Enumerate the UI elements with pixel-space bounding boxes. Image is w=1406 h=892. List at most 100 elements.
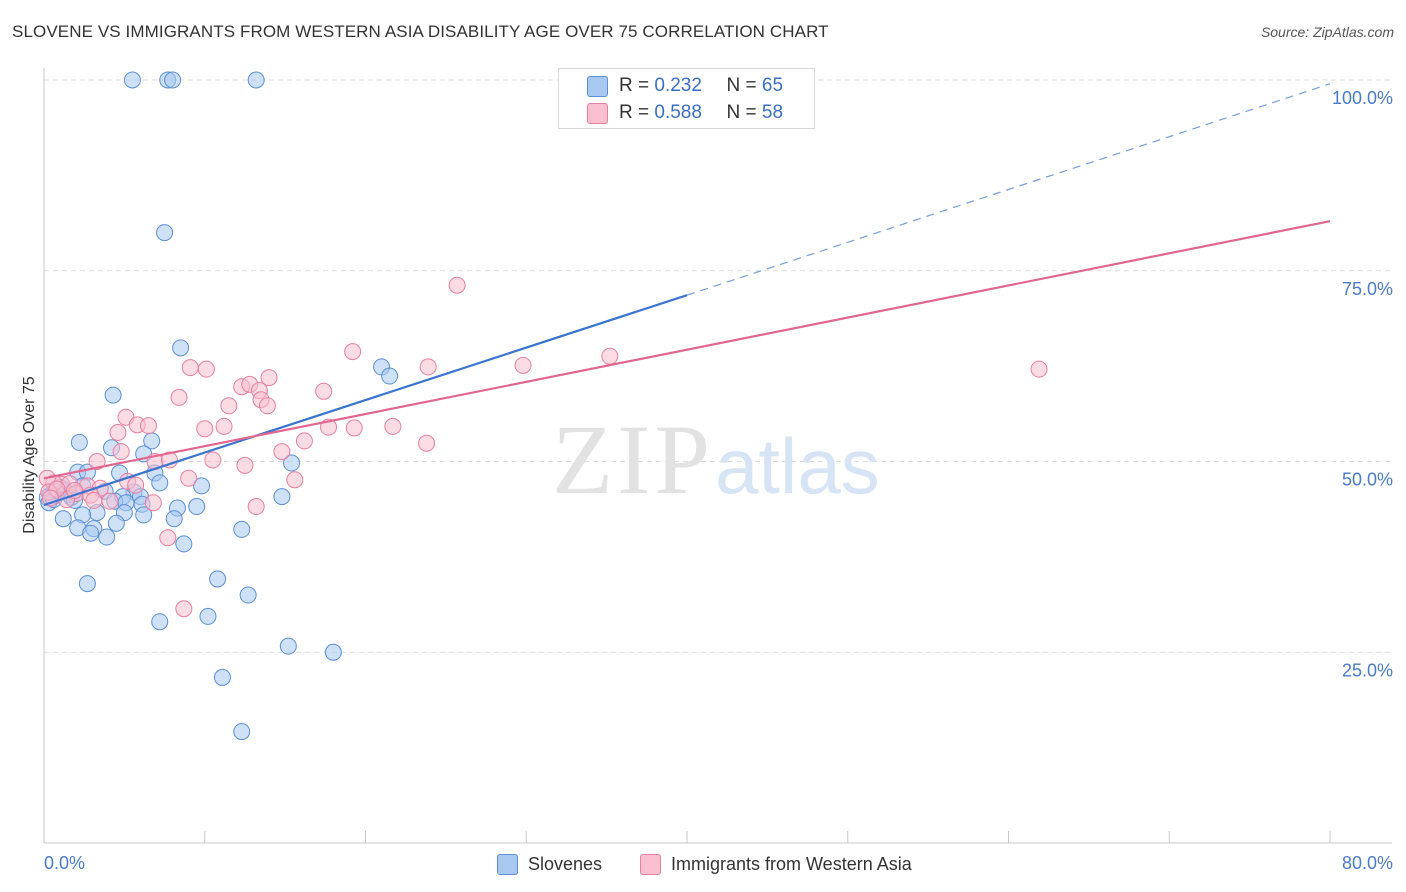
immigrants-point [601,347,619,365]
watermark-zip: ZIP [552,404,714,515]
slovenes-point [324,643,342,661]
slovenes-point [151,613,169,631]
immigrants-point [419,358,437,376]
slovenes-point [283,454,301,472]
immigrants-trend-line [43,220,1331,480]
immigrants-point [101,492,119,510]
immigrants-point [384,417,402,435]
data-points [38,71,1048,741]
immigrants-point [85,491,103,509]
immigrants-point [180,469,198,487]
bottom-legend-swatch-slovenes [497,854,518,875]
legend-row-slovenes: R = 0.232 N = 65 [619,74,783,98]
slovenes-point [151,474,169,492]
legend-r-label: R = [619,75,650,96]
legend-n-label: N = [726,102,757,123]
gridlines [44,79,1392,653]
immigrants-point [236,456,254,474]
slovenes-point [104,386,122,404]
slovenes-point [135,506,153,524]
bottom-legend-slovenes: Slovenes [528,854,603,874]
slovenes-point [156,224,174,242]
immigrants-point [220,397,238,415]
immigrants-point [260,369,278,387]
immigrants-point [514,356,532,374]
slovenes-point [107,514,125,532]
tick-labels: 25.0% 50.0% 75.0% 100.0% 0.0% 80.0% [44,88,1393,873]
immigrants-point [112,443,130,461]
legend-n-label: N = [726,75,757,96]
watermark: ZIP atlas [552,404,880,515]
slovenes-point [165,510,183,528]
immigrants-point [295,432,313,450]
slovenes-point [193,477,211,495]
slovenes-point [188,498,206,516]
slovenes-point [213,668,231,686]
immigrants-point [204,451,222,469]
legend-r-label: R = [619,102,650,123]
slovenes-point [199,607,217,625]
immigrants-point [215,417,233,435]
legend-r-value: 0.588 [654,102,702,123]
immigrants-point [258,397,276,415]
slovenes-point [82,524,100,542]
legend: R = 0.232 N = 65 R = 0.588 N = 58 [558,68,815,129]
immigrants-point [139,417,157,435]
slovenes-point [54,510,72,528]
slovenes-point [172,339,190,357]
x-tick-label: 0.0% [44,853,85,873]
immigrants-point [418,434,436,452]
legend-n-value: 58 [761,102,784,123]
trend-lines [43,83,1331,507]
slovenes-trend-line [43,294,688,507]
y-tick-label: 50.0% [1342,470,1393,490]
slovenes-point [70,433,88,451]
immigrants-point [88,453,106,470]
immigrants-point [159,529,177,547]
slovenes-point [233,520,251,538]
slovenes-point [233,723,251,741]
legend-swatch-slovenes [587,76,608,97]
immigrants-point [181,359,199,377]
y-tick-label: 25.0% [1342,660,1393,680]
legend-swatch-immigrants [587,103,608,124]
immigrants-point [170,388,188,406]
legend-n-value: 65 [761,75,784,96]
immigrants-point [315,382,333,400]
legend-r-value: 0.232 [654,75,702,96]
slovenes-point [123,71,141,89]
immigrants-point [1030,360,1048,378]
axes [43,68,1392,844]
immigrants-point [273,443,291,461]
slovenes-point [209,570,227,588]
immigrants-point [109,424,127,442]
immigrants-point [197,360,215,378]
slovenes-point [175,535,193,553]
slovenes-point [247,71,265,89]
chart-title: SLOVENE VS IMMIGRANTS FROM WESTERN ASIA … [12,22,829,41]
slovenes-point [98,528,116,546]
y-tick-label: 75.0% [1342,279,1393,299]
slovenes-point [164,71,182,89]
y-tick-label: 100.0% [1332,88,1393,108]
immigrants-point [448,276,466,294]
slovenes-point [279,637,297,655]
immigrants-point [160,451,178,469]
immigrants-point [196,420,214,438]
x-tick-label: 80.0% [1342,853,1393,873]
slovenes-point [78,575,96,593]
slovenes-trend-extension [686,83,1331,296]
immigrants-point [144,494,162,512]
immigrants-point [345,419,363,437]
bottom-legend-immigrants: Immigrants from Western Asia [671,854,912,874]
immigrants-point [286,471,304,489]
legend-row-immigrants: R = 0.588 N = 58 [619,101,783,125]
immigrants-point [344,343,362,361]
immigrants-point [247,498,265,516]
immigrants-point [175,600,193,618]
bottom-legend-swatch-immigrants [640,854,661,875]
immigrants-point [127,476,145,494]
slovenes-point [239,586,257,604]
slovenes-point [381,367,399,385]
